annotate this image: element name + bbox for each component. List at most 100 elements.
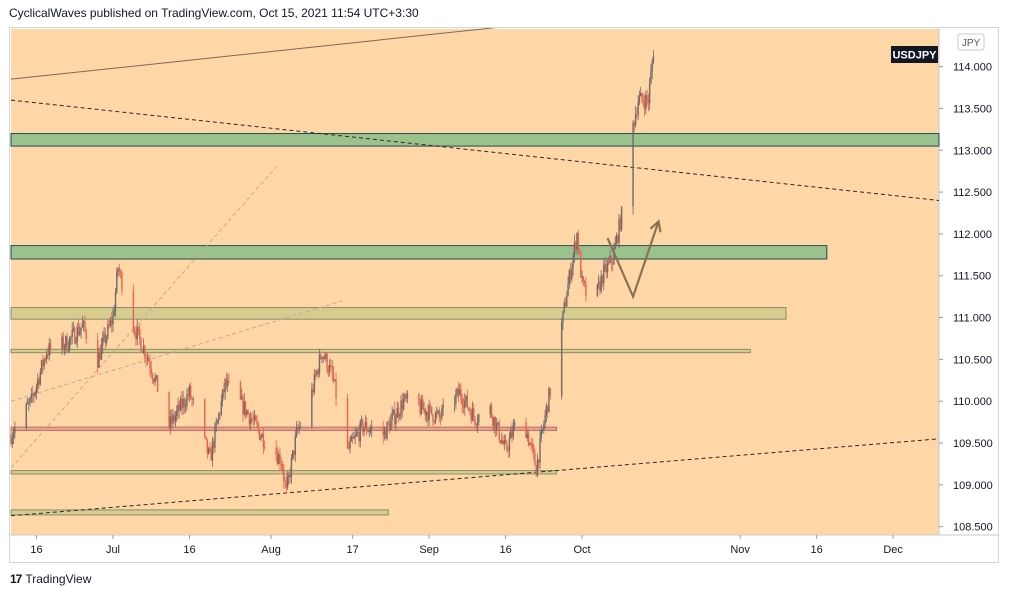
candle-body bbox=[118, 268, 121, 272]
tradingview-logo-icon[interactable]: 17 bbox=[10, 572, 22, 586]
candle-body bbox=[279, 453, 281, 465]
y-tick-label: 112.000 bbox=[953, 229, 992, 241]
candle-body bbox=[72, 328, 75, 330]
y-tick-label: 110.500 bbox=[953, 354, 992, 366]
candle-body bbox=[538, 459, 540, 463]
candle-body bbox=[39, 371, 42, 385]
candle-body bbox=[288, 474, 290, 478]
x-tick-label: 16 bbox=[811, 544, 823, 556]
candle-body bbox=[144, 346, 146, 358]
footer-brand[interactable]: TradingView bbox=[25, 572, 92, 586]
candle-body bbox=[364, 422, 367, 429]
candle-body bbox=[571, 267, 573, 280]
candle-body bbox=[615, 235, 618, 244]
candle-body bbox=[99, 351, 101, 360]
candle-body bbox=[137, 326, 140, 329]
candle-body bbox=[457, 388, 460, 396]
candle-body bbox=[462, 405, 465, 409]
candle-body bbox=[562, 311, 564, 323]
candle-body bbox=[172, 414, 174, 424]
candle-body bbox=[620, 206, 623, 230]
candle-body bbox=[33, 395, 35, 396]
candle-body bbox=[390, 419, 392, 431]
candle-body bbox=[603, 265, 605, 284]
candle-body bbox=[578, 251, 581, 253]
candle-body bbox=[568, 270, 571, 284]
candle-body bbox=[322, 356, 325, 358]
candle-body bbox=[527, 433, 530, 446]
candle-body bbox=[248, 414, 251, 425]
x-tick-label: Oct bbox=[574, 544, 591, 556]
candles-group bbox=[10, 50, 655, 494]
candle-body bbox=[499, 440, 502, 443]
candle-body bbox=[459, 389, 461, 396]
candle-body bbox=[405, 394, 407, 399]
candle-body bbox=[529, 443, 531, 446]
candle-body bbox=[151, 374, 154, 379]
candle-body bbox=[433, 421, 435, 423]
candle-body bbox=[285, 481, 288, 488]
candle-body bbox=[354, 435, 356, 438]
candle-body bbox=[493, 417, 495, 426]
candle-body bbox=[119, 271, 122, 273]
candle-body bbox=[581, 276, 583, 278]
candle-body bbox=[76, 327, 78, 343]
candle-body bbox=[108, 324, 110, 326]
candle-body bbox=[577, 233, 579, 252]
candle-body bbox=[543, 424, 545, 430]
chart-frame[interactable]: 114.000 113.500 113.000 112.500 112.000 111.5… bbox=[9, 27, 999, 563]
candle-body bbox=[582, 276, 585, 282]
candle-body bbox=[456, 388, 458, 394]
candle-body bbox=[641, 92, 643, 100]
candle-body bbox=[461, 398, 463, 406]
candle-body bbox=[132, 290, 135, 332]
candle-body bbox=[501, 440, 503, 443]
candle-body bbox=[609, 256, 611, 262]
candle-body bbox=[244, 401, 247, 416]
candle-body bbox=[10, 434, 12, 444]
candle-body bbox=[600, 275, 602, 292]
trendline bbox=[10, 28, 497, 80]
candle-body bbox=[80, 327, 82, 332]
candle-body bbox=[136, 326, 138, 340]
candle-body bbox=[225, 378, 228, 387]
candle-body bbox=[223, 389, 225, 393]
candle-body bbox=[294, 436, 296, 455]
candle-body bbox=[474, 416, 476, 425]
candle-body bbox=[29, 397, 31, 402]
candle-body bbox=[423, 408, 425, 410]
candle-body bbox=[211, 441, 214, 461]
candle-body bbox=[212, 441, 215, 448]
candle-body bbox=[608, 261, 610, 264]
candle-body bbox=[283, 471, 285, 481]
candle-body bbox=[38, 379, 40, 385]
candle-body bbox=[478, 414, 480, 423]
candle-body bbox=[311, 389, 313, 427]
candle-body bbox=[395, 417, 397, 425]
candle-body bbox=[187, 394, 189, 396]
candle-body bbox=[74, 328, 76, 344]
candle-body bbox=[576, 233, 578, 250]
candle-body bbox=[286, 477, 289, 488]
candle-body bbox=[383, 429, 386, 436]
candle-body bbox=[362, 420, 364, 432]
candle-body bbox=[549, 388, 551, 396]
candle-body bbox=[442, 404, 444, 409]
candle-body bbox=[323, 356, 326, 360]
candle-body bbox=[314, 374, 317, 376]
candle-body bbox=[177, 404, 179, 411]
candle-body bbox=[351, 436, 354, 439]
candle-body bbox=[580, 252, 582, 278]
x-tick-label: Aug bbox=[261, 544, 281, 556]
candle-body bbox=[70, 336, 72, 338]
candle-body bbox=[26, 403, 29, 405]
candle-body bbox=[573, 242, 576, 256]
candle-body bbox=[476, 422, 479, 426]
candle-body bbox=[34, 391, 36, 396]
candle-body bbox=[173, 414, 175, 421]
candle-body bbox=[346, 398, 349, 448]
candle-body bbox=[365, 422, 368, 432]
price-chart[interactable]: 114.000 113.500 113.000 112.500 112.000 111.5… bbox=[10, 28, 998, 562]
candle-body bbox=[368, 431, 370, 433]
candle-body bbox=[548, 388, 550, 413]
